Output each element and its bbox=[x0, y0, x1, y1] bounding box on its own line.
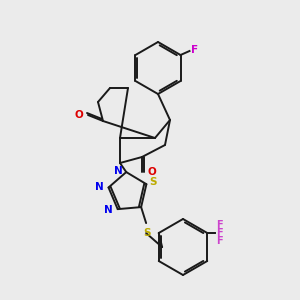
Text: N: N bbox=[104, 205, 113, 215]
Text: S: S bbox=[149, 177, 157, 187]
Text: F: F bbox=[216, 220, 223, 230]
Text: N: N bbox=[95, 182, 103, 191]
Text: S: S bbox=[143, 228, 151, 238]
Text: F: F bbox=[190, 45, 198, 55]
Text: F: F bbox=[216, 228, 223, 238]
Text: O: O bbox=[147, 167, 156, 177]
Text: F: F bbox=[216, 236, 223, 246]
Text: N: N bbox=[114, 166, 122, 176]
Text: O: O bbox=[74, 110, 83, 120]
